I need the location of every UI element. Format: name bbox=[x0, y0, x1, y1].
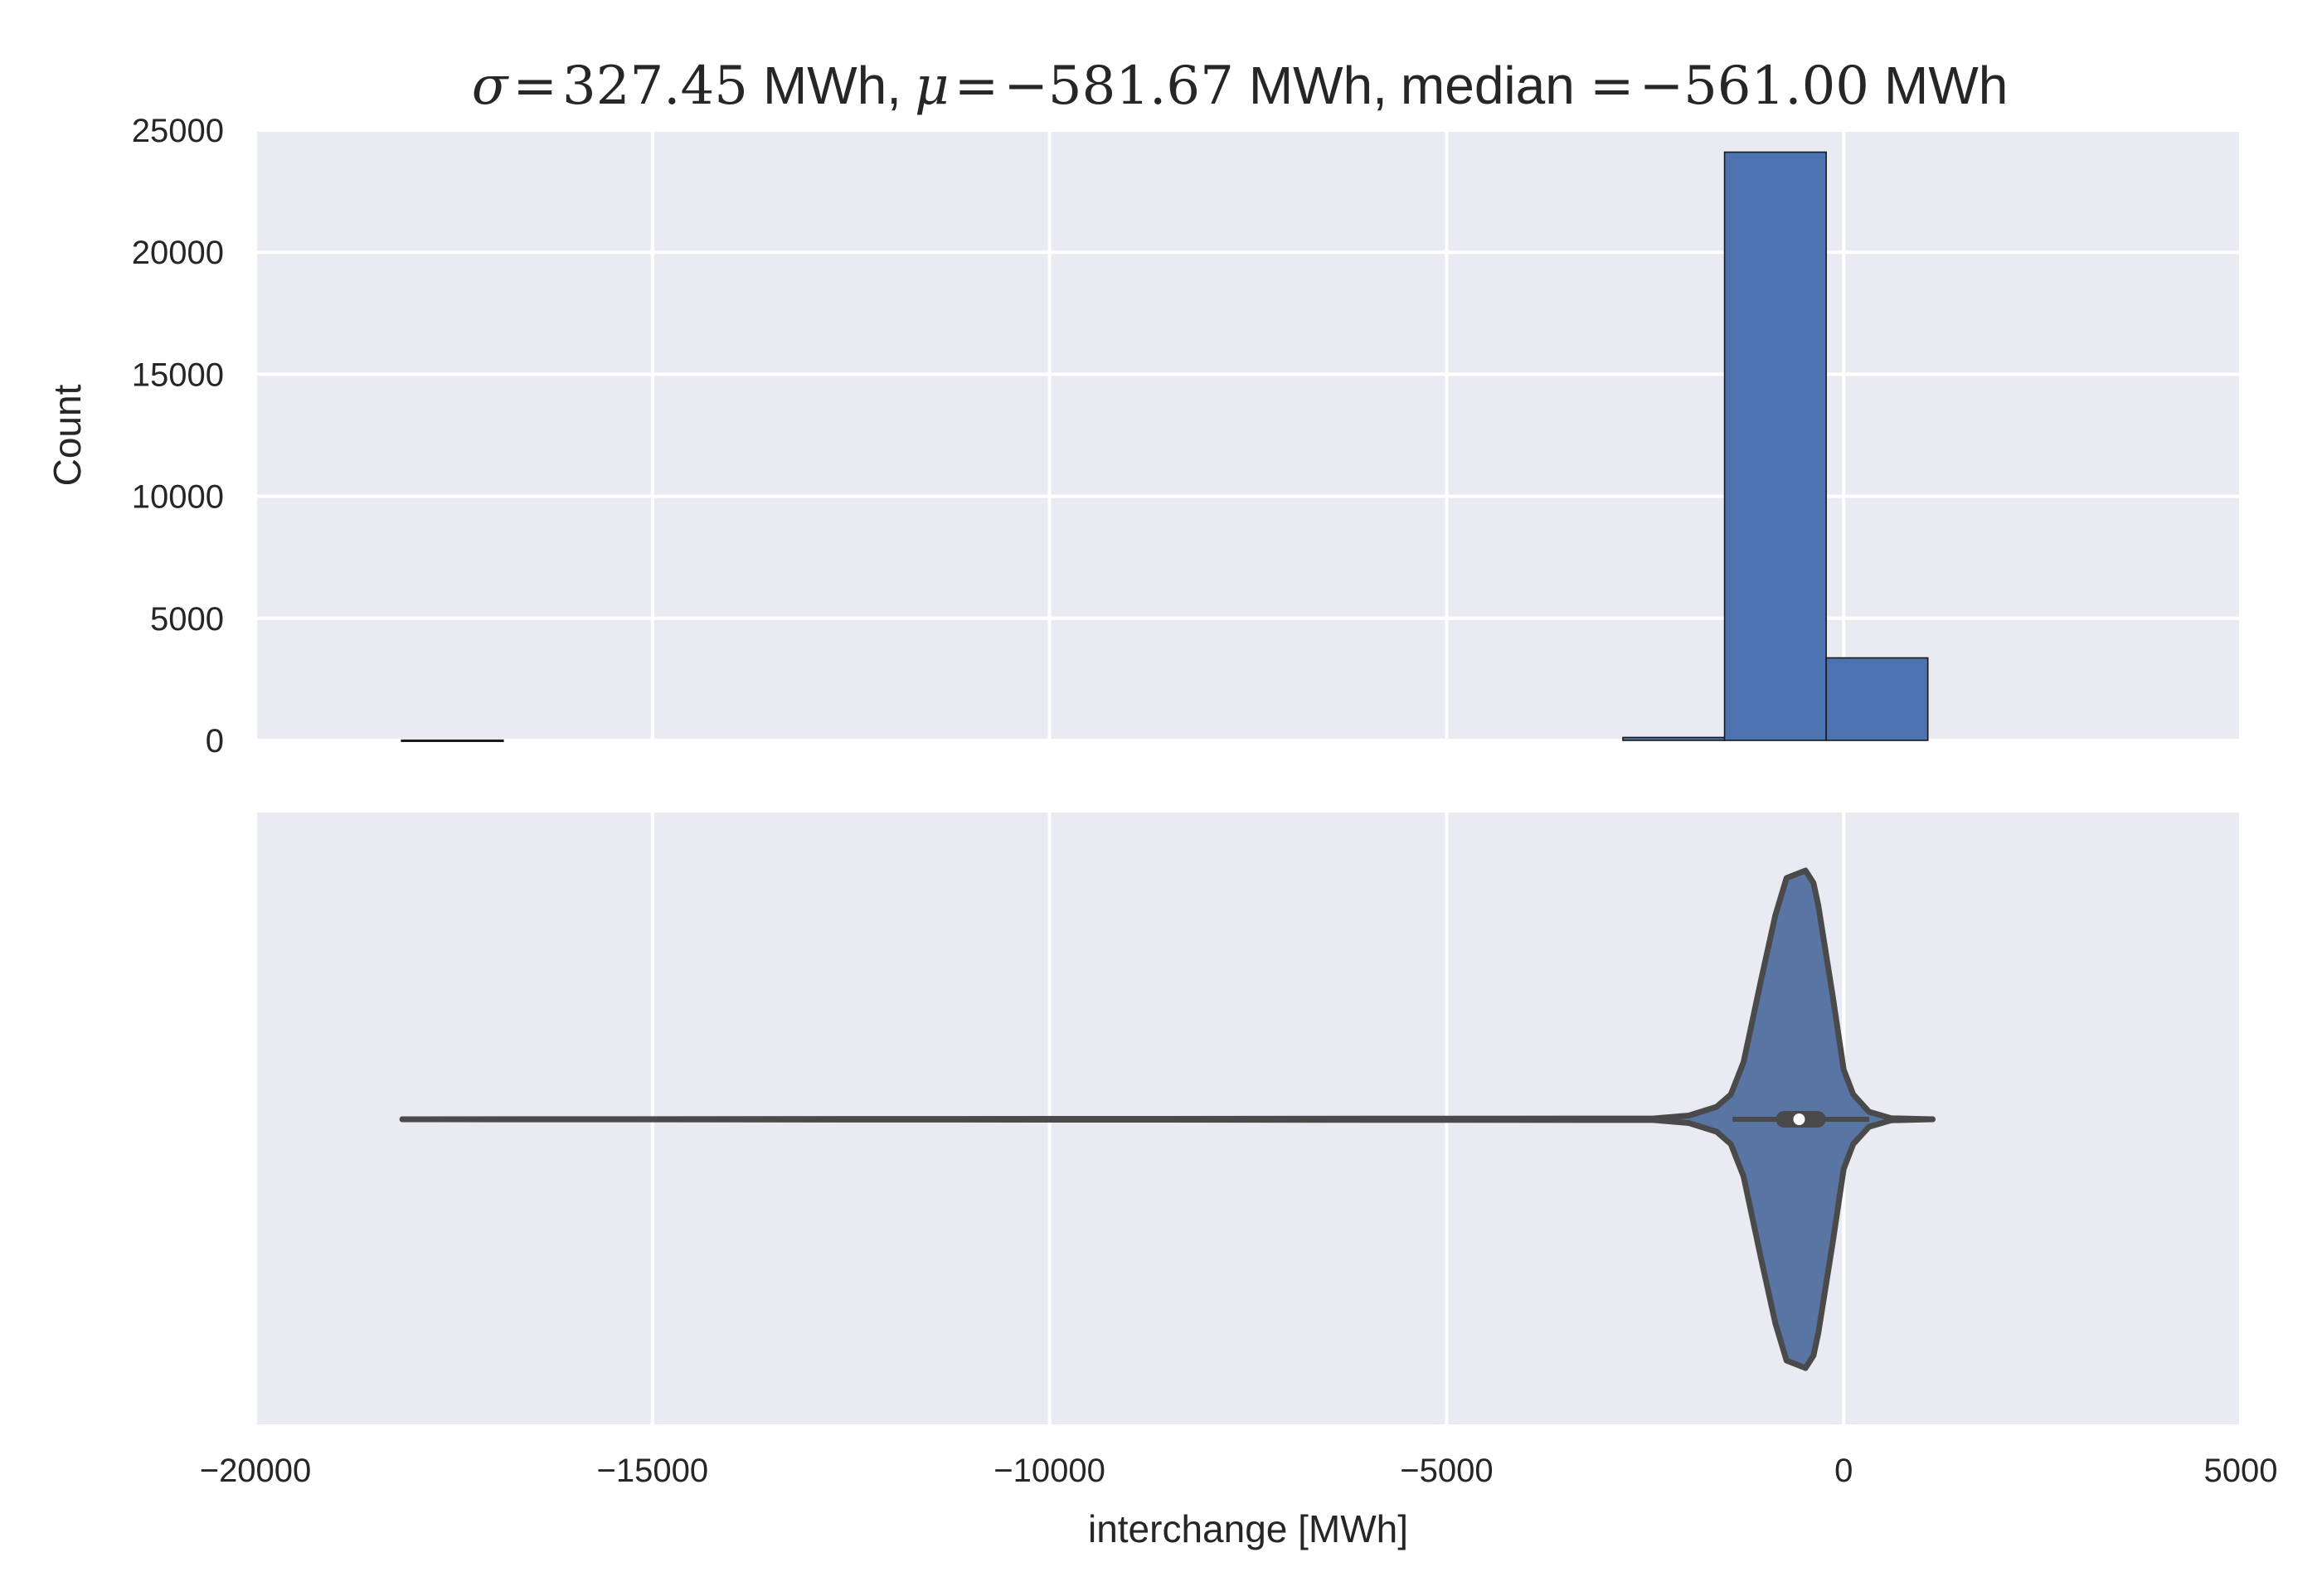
histogram-bar bbox=[1723, 151, 1827, 741]
y-axis-label: Count bbox=[46, 384, 89, 486]
violin-panel: −20000 −15000 −10000 −5000 0 5000 interchange… bbox=[200, 813, 2278, 1550]
title-separator-2: , bbox=[1372, 56, 1387, 115]
histogram-gridlines bbox=[254, 129, 2242, 742]
x-tick-label: −15000 bbox=[597, 1453, 709, 1489]
title-unit-2: MWh bbox=[1249, 56, 1372, 115]
y-tick-label: 5000 bbox=[150, 601, 224, 638]
title-unit-3: MWh bbox=[1884, 56, 2008, 115]
x-tick-label: 0 bbox=[1834, 1453, 1853, 1489]
histogram-bar bbox=[401, 739, 504, 743]
title-median-value: −561.00 bbox=[1639, 56, 1869, 117]
title-sigma-value: 327.45 bbox=[562, 56, 748, 117]
histogram-bar bbox=[1825, 657, 1929, 741]
title-equals-1: = bbox=[512, 56, 557, 117]
title-median-label: median bbox=[1401, 56, 1575, 115]
title-sigma-symbol: σ bbox=[472, 56, 510, 117]
title-mu-value: −581.67 bbox=[1003, 56, 1234, 117]
x-tick-labels: −20000 −15000 −10000 −5000 0 5000 bbox=[200, 1453, 2278, 1489]
x-tick-label: −5000 bbox=[1400, 1453, 1493, 1489]
violin-median-marker bbox=[1793, 1113, 1805, 1125]
x-tick-label: −10000 bbox=[993, 1453, 1105, 1489]
x-tick-label: 5000 bbox=[2204, 1453, 2278, 1489]
y-tick-label: 20000 bbox=[132, 235, 224, 271]
chart-title: σ=327.45 MWh, μ=−581.67 MWh, median =−561.00 M… bbox=[472, 56, 2009, 117]
histogram-panel: 0 5000 10000 15000 20000 25000 Count bbox=[46, 113, 2242, 759]
title-separator-1: , bbox=[887, 56, 901, 115]
histogram-bar bbox=[1622, 736, 1726, 741]
histogram-plot-area bbox=[255, 130, 2241, 740]
title-equals-3: = bbox=[1590, 56, 1635, 117]
x-axis-label: interchange [MWh] bbox=[1088, 1507, 1408, 1550]
title-equals-2: = bbox=[955, 56, 999, 117]
x-tick-label: −20000 bbox=[200, 1453, 312, 1489]
title-mu-symbol: μ bbox=[915, 56, 950, 117]
violin-body bbox=[399, 867, 1936, 1371]
y-tick-label: 15000 bbox=[132, 357, 224, 393]
histogram-bars bbox=[401, 151, 1929, 743]
y-tick-label: 10000 bbox=[132, 479, 224, 516]
y-tick-label: 0 bbox=[206, 723, 224, 759]
y-tick-label: 25000 bbox=[132, 113, 224, 149]
title-unit-1: MWh bbox=[763, 56, 887, 115]
histogram-y-tick-labels: 0 5000 10000 15000 20000 25000 bbox=[132, 113, 224, 759]
